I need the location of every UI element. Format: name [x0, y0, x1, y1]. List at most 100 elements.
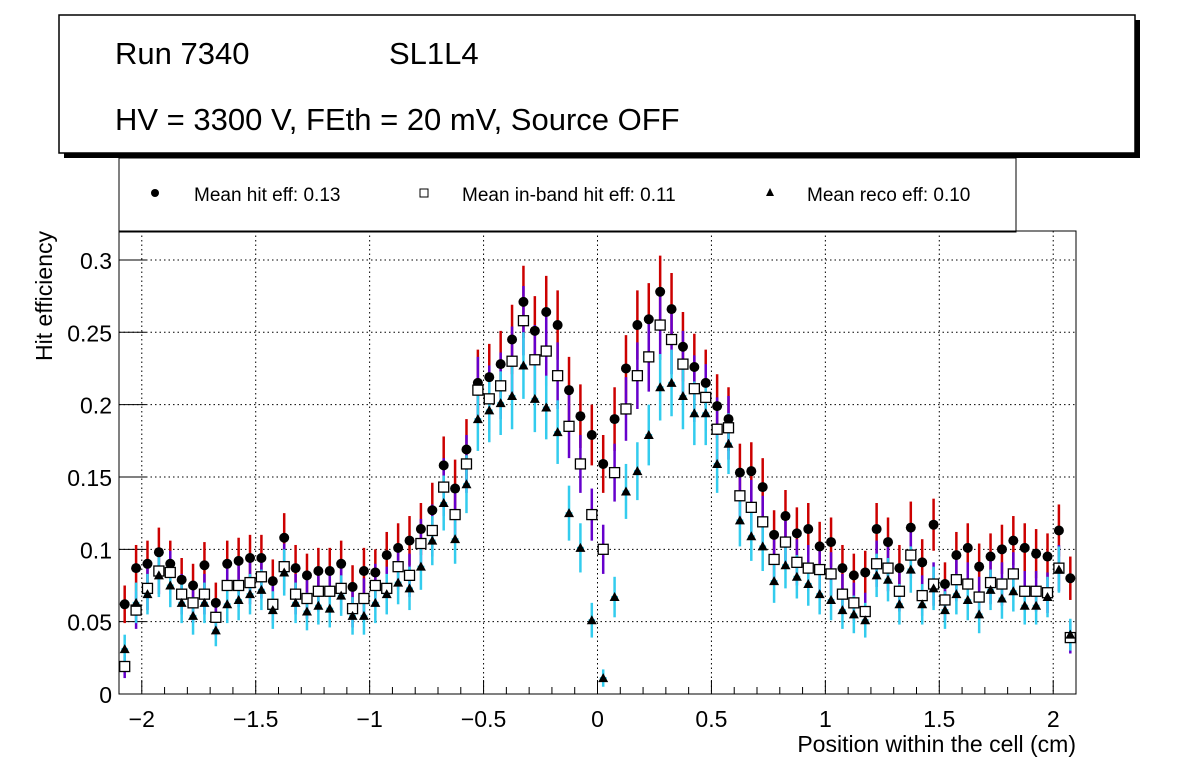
data-point-reco	[837, 605, 848, 615]
x-tick-label: 1.5	[923, 706, 955, 732]
data-point-inband	[460, 458, 473, 470]
data-point-hit	[393, 542, 404, 553]
data-point-hit	[256, 552, 267, 563]
data-point-hit	[974, 561, 985, 572]
data-point-inband	[324, 585, 336, 597]
data-point-reco	[860, 615, 871, 625]
data-point-inband	[893, 585, 906, 597]
data-point-hit	[894, 563, 905, 574]
data-point-inband	[551, 370, 564, 382]
data-point-reco	[712, 458, 723, 468]
data-points	[119, 255, 1076, 687]
data-point-reco	[324, 603, 335, 613]
data-point-inband	[768, 553, 780, 566]
data-point-reco	[358, 610, 369, 620]
data-point-inband	[654, 319, 666, 331]
data-point-inband	[631, 370, 644, 382]
data-point-reco	[313, 600, 324, 610]
data-point-reco	[438, 498, 449, 508]
x-axis-label: Position within the cell (cm)	[797, 731, 1076, 757]
legend-circle-marker-icon	[151, 189, 159, 197]
data-point-inband	[882, 562, 894, 574]
y-tick-label: 0.1	[80, 537, 112, 563]
data-point-hit	[529, 325, 540, 336]
data-point-reco	[176, 597, 187, 607]
data-point-hit	[871, 524, 882, 535]
title-layer: SL1L4	[389, 36, 479, 71]
legend-entry-inband: Mean in-band hit eff: 0.11	[419, 185, 676, 206]
data-point-hit	[939, 579, 950, 590]
data-point-hit	[575, 411, 586, 422]
data-point-reco	[370, 597, 381, 607]
data-point-inband	[870, 558, 883, 570]
data-point-inband	[221, 579, 233, 592]
data-point-reco	[689, 408, 700, 418]
data-point-hit	[290, 563, 301, 574]
data-point-reco	[119, 644, 130, 654]
data-point-reco	[803, 579, 814, 589]
data-point-reco	[894, 599, 905, 609]
data-point-reco	[1031, 600, 1042, 610]
data-point-inband	[495, 380, 507, 392]
data-point-hit	[564, 385, 575, 396]
data-point-hit	[883, 537, 894, 548]
legend-entry-hit: Mean hit eff: 0.13	[151, 185, 340, 206]
data-point-hit	[712, 401, 723, 412]
data-point-reco	[632, 466, 643, 476]
data-point-inband	[1030, 585, 1042, 597]
data-point-reco	[734, 515, 745, 525]
data-point-inband	[745, 501, 757, 514]
legend-entry-reco: Mean reco eff: 0.10	[766, 185, 970, 206]
title-box	[58, 14, 1136, 154]
data-point-hit	[301, 570, 312, 581]
data-point-inband	[358, 592, 370, 605]
data-point-hit	[461, 444, 472, 455]
data-point-reco	[199, 597, 210, 607]
data-point-reco	[393, 577, 404, 587]
data-point-inband	[825, 568, 837, 580]
data-point-inband	[289, 588, 302, 600]
data-point-reco	[746, 531, 757, 541]
data-point-inband	[449, 508, 461, 521]
data-point-inband	[403, 569, 416, 582]
data-point-reco	[848, 609, 859, 619]
data-point-reco	[575, 542, 586, 552]
data-point-reco	[1019, 600, 1030, 610]
data-point-inband	[529, 354, 541, 366]
data-point-inband	[438, 481, 450, 493]
data-point-inband	[859, 605, 871, 618]
data-point-reco	[757, 541, 768, 551]
data-point-reco	[142, 589, 153, 599]
data-point-hit	[267, 576, 278, 587]
data-point-reco	[586, 615, 597, 625]
data-point-inband	[848, 597, 860, 609]
data-point-inband	[187, 597, 199, 609]
data-point-inband	[1019, 585, 1031, 597]
data-point-reco	[814, 589, 825, 599]
data-point-inband	[198, 588, 211, 600]
data-point-hit	[438, 460, 449, 471]
data-point-reco	[188, 610, 199, 620]
data-point-inband	[688, 383, 700, 395]
legend-label-reco: Mean reco eff: 0.10	[807, 185, 970, 206]
data-point-hit	[450, 483, 461, 494]
data-point-hit	[404, 535, 415, 546]
data-point-reco	[153, 570, 164, 580]
y-tick-label: 0.3	[80, 248, 112, 274]
data-point-reco	[427, 535, 438, 545]
data-point-reco	[951, 589, 962, 599]
data-point-reco	[769, 576, 780, 586]
x-tick-label: −0.5	[461, 706, 506, 732]
data-point-hit	[598, 458, 609, 469]
data-point-hit	[826, 537, 837, 548]
data-point-reco	[552, 427, 563, 437]
data-point-hit	[381, 550, 392, 561]
data-point-inband	[996, 578, 1008, 590]
data-point-inband	[814, 563, 826, 576]
y-tick-label: 0.2	[80, 393, 112, 419]
data-point-reco	[666, 377, 677, 387]
data-point-reco	[279, 567, 290, 577]
data-point-inband	[210, 611, 222, 623]
data-point-hit	[655, 286, 666, 297]
data-point-reco	[472, 414, 483, 424]
